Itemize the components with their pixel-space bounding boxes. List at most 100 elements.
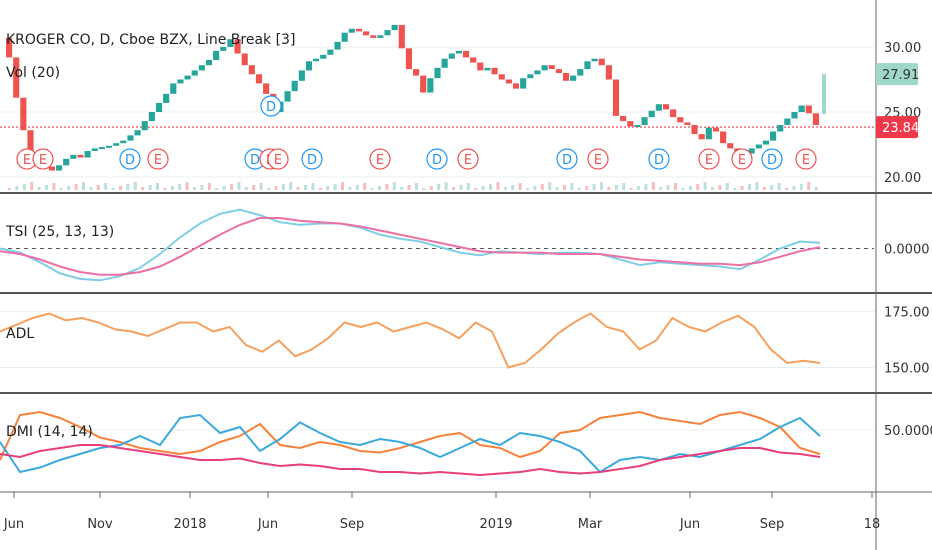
brick[interactable] bbox=[220, 47, 227, 51]
brick[interactable] bbox=[470, 57, 477, 63]
brick[interactable] bbox=[155, 102, 163, 112]
brick[interactable] bbox=[712, 127, 720, 132]
brick[interactable] bbox=[177, 79, 184, 84]
brick[interactable] bbox=[341, 32, 348, 42]
indicator-line[interactable] bbox=[0, 312, 821, 369]
earnings-marker[interactable]: E bbox=[457, 148, 479, 170]
brick[interactable] bbox=[13, 57, 20, 98]
brick[interactable] bbox=[305, 61, 313, 71]
brick[interactable] bbox=[605, 65, 612, 80]
brick[interactable] bbox=[163, 93, 170, 103]
brick[interactable] bbox=[662, 104, 670, 110]
brick[interactable] bbox=[762, 140, 770, 145]
brick-pending[interactable] bbox=[822, 74, 826, 115]
brick[interactable] bbox=[441, 58, 448, 68]
earnings-marker[interactable]: E bbox=[147, 148, 169, 170]
dividend-marker[interactable]: D bbox=[119, 148, 141, 170]
brick[interactable] bbox=[205, 60, 213, 66]
brick[interactable] bbox=[591, 58, 598, 62]
earnings-marker[interactable]: E bbox=[587, 148, 609, 170]
brick[interactable] bbox=[84, 151, 91, 158]
brick[interactable] bbox=[484, 67, 491, 71]
brick[interactable] bbox=[720, 131, 727, 144]
brick[interactable] bbox=[405, 48, 412, 70]
brick[interactable] bbox=[520, 78, 527, 89]
brick[interactable] bbox=[691, 125, 698, 135]
brick[interactable] bbox=[562, 73, 570, 81]
brick[interactable] bbox=[198, 65, 205, 71]
brick[interactable] bbox=[648, 110, 655, 118]
dividend-marker[interactable]: D bbox=[648, 148, 670, 170]
brick[interactable] bbox=[6, 37, 13, 58]
brick[interactable] bbox=[677, 117, 684, 123]
brick[interactable] bbox=[684, 122, 691, 125]
brick[interactable] bbox=[498, 74, 505, 80]
dividend-marker[interactable]: D bbox=[556, 148, 578, 170]
brick[interactable] bbox=[355, 28, 363, 32]
brick[interactable] bbox=[91, 148, 98, 151]
brick[interactable] bbox=[334, 41, 341, 50]
brick[interactable] bbox=[448, 53, 455, 59]
brick[interactable] bbox=[363, 31, 370, 36]
brick[interactable] bbox=[477, 62, 484, 71]
indicator-line[interactable] bbox=[0, 444, 821, 477]
brick[interactable] bbox=[812, 113, 819, 125]
brick[interactable] bbox=[263, 83, 270, 94]
brick[interactable] bbox=[577, 69, 584, 76]
brick[interactable] bbox=[77, 154, 84, 158]
brick[interactable] bbox=[548, 65, 555, 70]
brick[interactable] bbox=[755, 144, 762, 149]
earnings-marker[interactable]: E bbox=[267, 148, 289, 170]
brick[interactable] bbox=[170, 83, 177, 94]
brick[interactable] bbox=[584, 61, 591, 70]
brick[interactable] bbox=[63, 158, 70, 166]
earnings-marker[interactable]: E bbox=[369, 148, 391, 170]
brick[interactable] bbox=[391, 24, 398, 31]
brick[interactable] bbox=[98, 147, 105, 150]
dividend-marker[interactable]: D bbox=[761, 148, 783, 170]
brick[interactable] bbox=[105, 145, 113, 148]
brick[interactable] bbox=[798, 105, 805, 113]
brick[interactable] bbox=[670, 109, 677, 118]
dividend-marker[interactable]: D bbox=[244, 148, 266, 170]
brick[interactable] bbox=[348, 28, 355, 33]
brick[interactable] bbox=[148, 112, 155, 122]
brick[interactable] bbox=[462, 50, 470, 58]
indicator-line[interactable] bbox=[0, 217, 821, 276]
earnings-marker[interactable]: E bbox=[32, 148, 54, 170]
event-markers-layer[interactable]: EEDEDEEDEDEDEDEEDED bbox=[16, 95, 817, 170]
brick[interactable] bbox=[777, 125, 784, 132]
brick[interactable] bbox=[241, 53, 248, 66]
brick[interactable] bbox=[234, 39, 241, 54]
brick[interactable] bbox=[770, 131, 777, 141]
brick[interactable] bbox=[377, 35, 384, 38]
brick[interactable] bbox=[627, 121, 634, 127]
brick[interactable] bbox=[505, 79, 512, 84]
brick[interactable] bbox=[284, 91, 291, 102]
brick[interactable] bbox=[20, 97, 27, 131]
line-break-layer[interactable] bbox=[6, 24, 826, 171]
brick[interactable] bbox=[213, 50, 220, 60]
brick[interactable] bbox=[320, 54, 327, 59]
brick[interactable] bbox=[434, 67, 441, 79]
brick[interactable] bbox=[784, 118, 791, 126]
brick[interactable] bbox=[298, 70, 305, 81]
brick[interactable] bbox=[555, 69, 562, 73]
dividend-marker[interactable]: D bbox=[426, 148, 448, 170]
brick[interactable] bbox=[570, 75, 577, 81]
brick[interactable] bbox=[705, 127, 712, 140]
brick[interactable] bbox=[184, 75, 191, 80]
brick[interactable] bbox=[427, 78, 434, 93]
brick[interactable] bbox=[248, 65, 255, 75]
brick[interactable] bbox=[455, 50, 462, 54]
brick[interactable] bbox=[127, 135, 134, 141]
brick[interactable] bbox=[70, 154, 77, 159]
brick[interactable] bbox=[113, 143, 120, 146]
brick[interactable] bbox=[255, 74, 263, 84]
dividend-marker[interactable]: D bbox=[301, 148, 323, 170]
brick[interactable] bbox=[655, 104, 662, 111]
brick[interactable] bbox=[805, 105, 812, 114]
brick[interactable] bbox=[48, 166, 55, 171]
brick[interactable] bbox=[398, 24, 405, 49]
brick[interactable] bbox=[370, 35, 377, 38]
